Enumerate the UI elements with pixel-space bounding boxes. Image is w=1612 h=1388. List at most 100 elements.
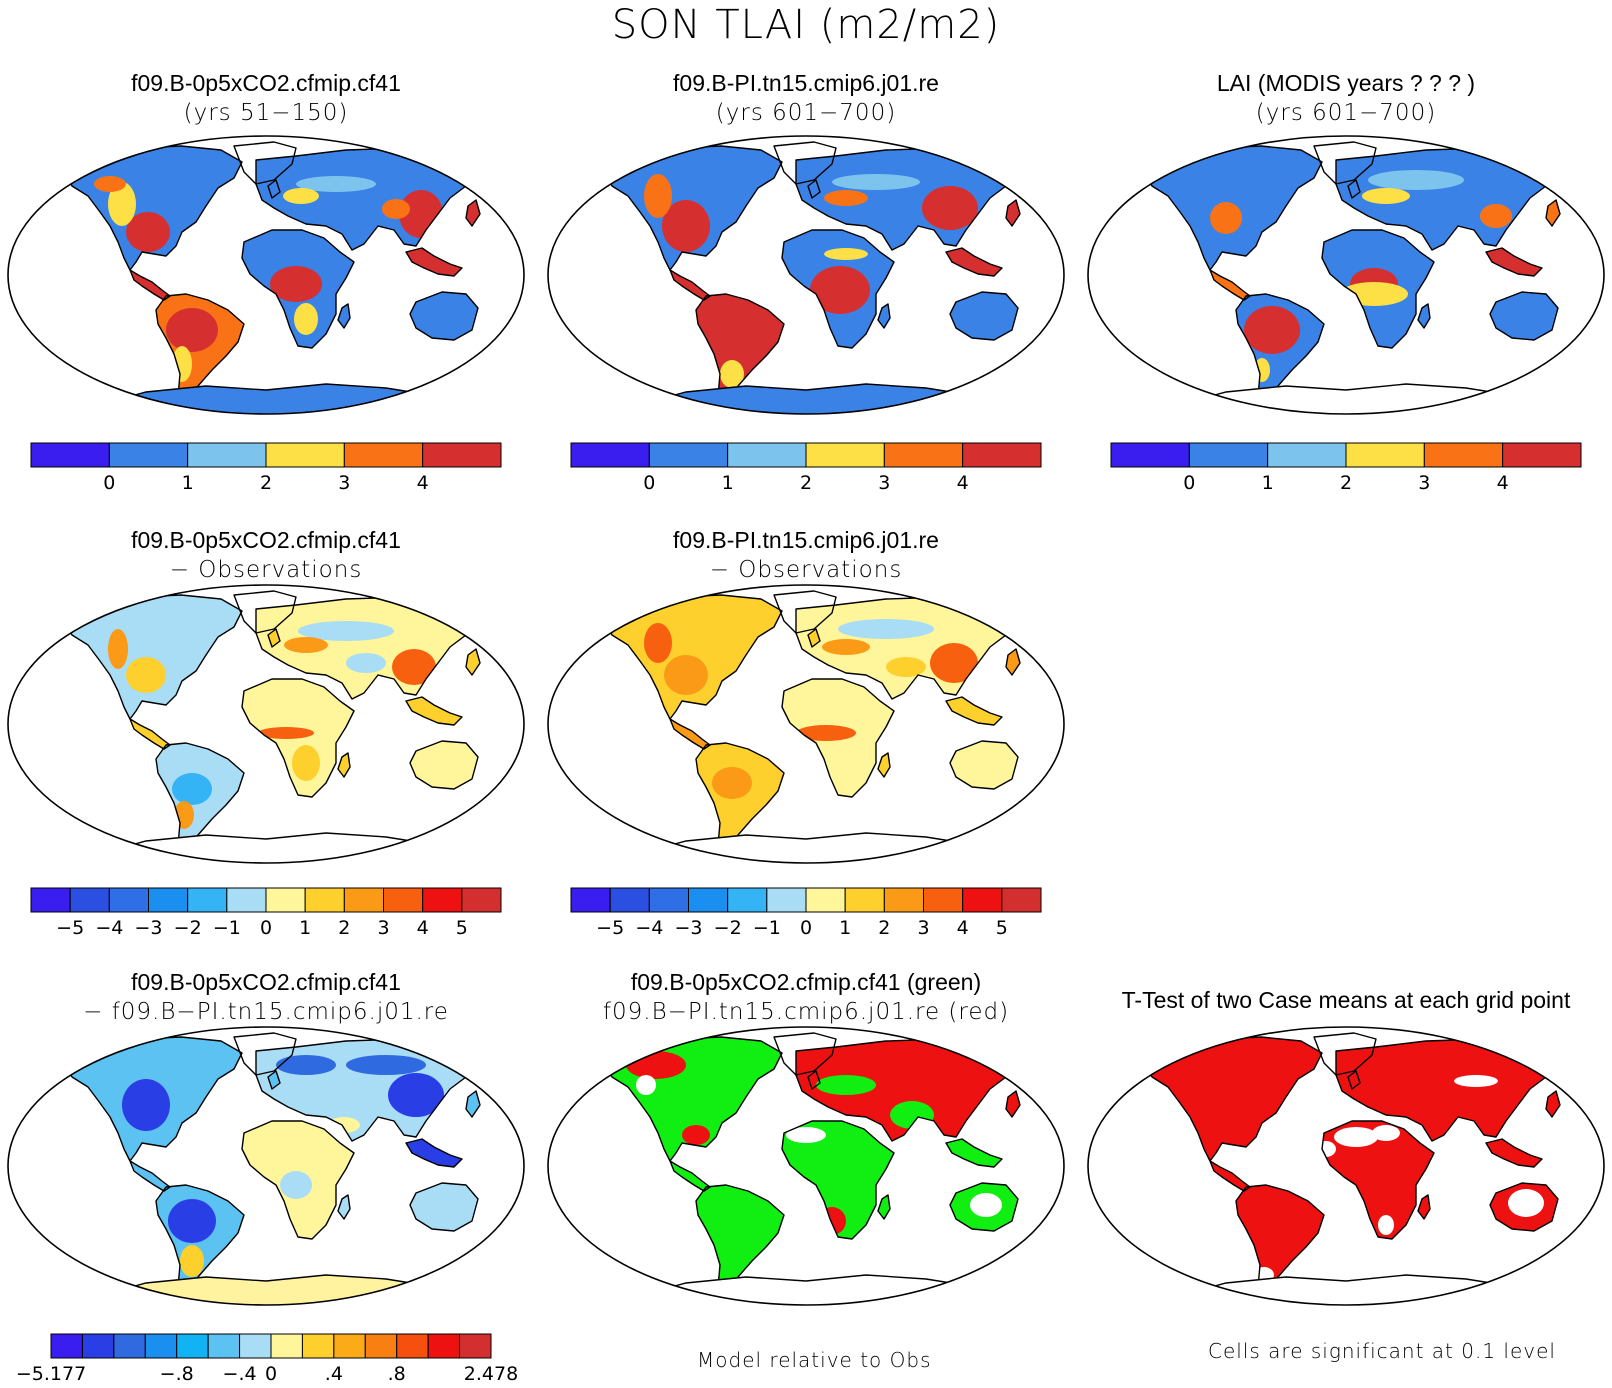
colorbar-swatch-2 — [648, 442, 729, 468]
panel-5-case: f09.B-PI.tn15.cmip6.j01.re — [673, 527, 939, 553]
landmass-camerica — [130, 1161, 170, 1191]
coastline-uk — [807, 628, 821, 648]
field-patch-1 — [1244, 306, 1300, 354]
field-patch-1 — [664, 655, 708, 695]
colorbar-label-6: .8 — [388, 1363, 406, 1385]
field-patch-8 — [824, 248, 868, 260]
field-patch-8 — [886, 657, 926, 677]
landmass-seasia — [1486, 1139, 1542, 1167]
coastline-namerica — [1143, 145, 1323, 271]
landmass-camerica — [130, 270, 170, 300]
landmass-namerica — [1144, 1037, 1322, 1161]
landmass-seasia — [1486, 248, 1542, 276]
colorbar-swatch-6 — [207, 1333, 241, 1359]
field-patch-2 — [1316, 1141, 1336, 1157]
field-patch-1 — [122, 1079, 170, 1131]
panel-2-years: (yrs 601−700) — [715, 100, 897, 126]
field-patch-9 — [636, 1075, 656, 1095]
coastline-namerica — [63, 145, 243, 271]
landmass-japan — [466, 200, 480, 226]
landmass-antarctica — [1179, 1274, 1557, 1305]
map-svg-7 — [547, 1026, 1065, 1306]
field-patch-6 — [292, 745, 320, 781]
landmass-australia — [1490, 292, 1558, 340]
significance-note: Cells are significant at 0.1 level — [1208, 1339, 1556, 1363]
landmass-seasia — [406, 697, 462, 725]
colorbar-label-3: −.4 — [223, 1363, 257, 1385]
field-patch-1 — [126, 212, 170, 252]
landmass-antarctica — [99, 1274, 477, 1305]
colorbar-label-3: −3 — [134, 917, 162, 939]
landmass-antarctica — [99, 832, 477, 863]
field-patch-3 — [786, 1127, 826, 1143]
coastline-seasia — [405, 1138, 463, 1168]
colorbar-swatch-11 — [422, 887, 463, 913]
map-svg-2 — [547, 135, 1065, 415]
colorbar-swatch-9 — [343, 887, 385, 913]
coastline-japan — [1005, 648, 1021, 676]
map-svg-1 — [7, 135, 525, 415]
colorbar-label-5: 4 — [957, 472, 969, 494]
landmass-japan — [1546, 200, 1560, 226]
field-patch-3 — [172, 773, 212, 805]
coastline-seasia — [405, 247, 463, 277]
landmass-australia — [410, 1183, 478, 1231]
panel-title-6: f09.B-0p5xCO2.cfmip.cf41 − f09.B−PI.tn15… — [6, 967, 526, 1027]
field-patch-8 — [328, 1117, 360, 1133]
field-patch-1 — [662, 200, 710, 252]
map-panel-7 — [546, 1025, 1066, 1307]
colorbar-label-9: 3 — [917, 917, 929, 939]
colorbar-swatch-1 — [570, 442, 650, 468]
colorbar-label-6: 0 — [800, 917, 812, 939]
field-patch-4 — [166, 308, 218, 352]
colorbar-swatch-11 — [364, 1333, 398, 1359]
colorbar-label-2: −4 — [95, 917, 123, 939]
colorbar-label-1: 0 — [103, 472, 115, 494]
colorbar-panel-2: 0 1 2 3 4 — [570, 442, 1042, 497]
field-patch-7 — [1480, 204, 1512, 228]
colorbar-swatch-6 — [766, 887, 807, 913]
panel-2-case: f09.B-PI.tn15.cmip6.j01.re — [673, 70, 939, 96]
colorbar-swatch-6 — [422, 442, 502, 468]
landmass-samerica — [696, 294, 784, 402]
panel-7-subtitle: f09.B−PI.tn15.cmip6.j01.re (red) — [602, 999, 1010, 1025]
landmass-seasia — [406, 248, 462, 276]
panel-1-years: (yrs 51−150) — [183, 100, 349, 126]
landmass-antarctica — [639, 383, 1017, 414]
field-patch-1 — [626, 1051, 686, 1079]
colorbar-panel-4: −5 −4 −3 −2 −1 0 1 2 3 4 5 — [30, 887, 502, 942]
coastline-uk — [807, 1070, 821, 1090]
coastline-namerica — [603, 594, 783, 720]
map-panel-6 — [6, 1025, 526, 1307]
field-patch-4 — [810, 266, 870, 314]
coastline-samerica — [695, 293, 785, 403]
map-panel-8 — [1086, 1025, 1606, 1307]
field-patch-4 — [280, 1171, 312, 1199]
colorbar-swatch-9 — [301, 1333, 335, 1359]
colorbar-label-3: 2 — [800, 472, 812, 494]
field-patch-1 — [126, 657, 166, 693]
colorbar-swatch-8 — [844, 887, 885, 913]
coastline-madagascar — [1417, 1194, 1431, 1220]
colorbar-panel-5: −5 −4 −3 −2 −1 0 1 2 3 4 5 — [570, 887, 1042, 942]
colorbar-swatch-3 — [1267, 442, 1347, 468]
field-patch-11 — [283, 188, 319, 204]
colorbar-swatch-1 — [1110, 442, 1190, 468]
colorbar-swatch-10 — [923, 887, 964, 913]
panel-3-case: LAI (MODIS years ? ? ? ) — [1216, 70, 1476, 96]
map-border — [547, 584, 1065, 864]
field-patch-3 — [1372, 1125, 1400, 1141]
landmass-australia — [950, 741, 1018, 789]
colorbar-label-3: −3 — [674, 917, 702, 939]
map-svg-4 — [7, 584, 525, 864]
colorbar-label-7: 2.478 — [464, 1363, 518, 1385]
landmass-africa — [1322, 1121, 1434, 1239]
colorbar-label-2: 1 — [1262, 472, 1274, 494]
coastline-samerica — [1235, 293, 1325, 403]
coastline-madagascar — [1417, 303, 1431, 329]
coastline-greenland — [233, 1032, 297, 1076]
field-patch-8 — [298, 621, 394, 641]
map-svg-6 — [7, 1026, 525, 1306]
colorbar-swatch-2 — [69, 887, 110, 913]
field-patch-7 — [970, 1193, 1002, 1217]
